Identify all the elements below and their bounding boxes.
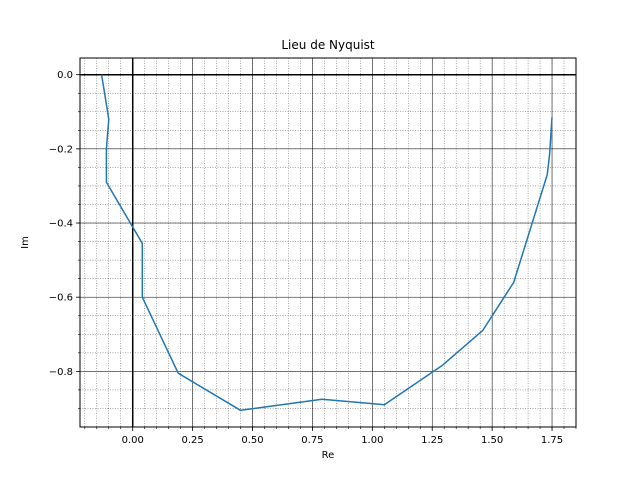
grid — [80, 58, 577, 427]
ticks: 0.00 0.25 0.50 0.75 1.00 1.25 1.50 1.75 0.0 −0.2 −… — [49, 70, 577, 446]
x-tick-label: 0.50 — [241, 435, 263, 446]
x-tick-label: 1.75 — [541, 435, 563, 446]
series-layer — [100, 74, 553, 412]
y-tick-label: −0.4 — [49, 219, 73, 230]
y-tick-label: −0.6 — [49, 293, 73, 304]
x-tick-label: 1.00 — [361, 435, 383, 446]
x-tick-label: 0.00 — [122, 435, 144, 446]
y-tick-label: −0.2 — [49, 144, 73, 155]
reference-lines — [80, 58, 576, 427]
x-tick-label: 1.50 — [481, 435, 503, 446]
y-tick-label: −0.8 — [49, 367, 73, 378]
plot-frame — [79, 57, 577, 428]
x-tick-label: 0.75 — [301, 435, 323, 446]
chart-title: Lieu de Nyquist — [281, 38, 375, 52]
x-tick-label: 0.25 — [181, 435, 203, 446]
y-tick-label: 0.0 — [57, 70, 73, 81]
y-axis-label: Im — [20, 236, 31, 249]
x-tick-label: 1.25 — [421, 435, 443, 446]
x-axis-label: Re — [322, 450, 335, 461]
nyquist-curve — [100, 74, 553, 412]
